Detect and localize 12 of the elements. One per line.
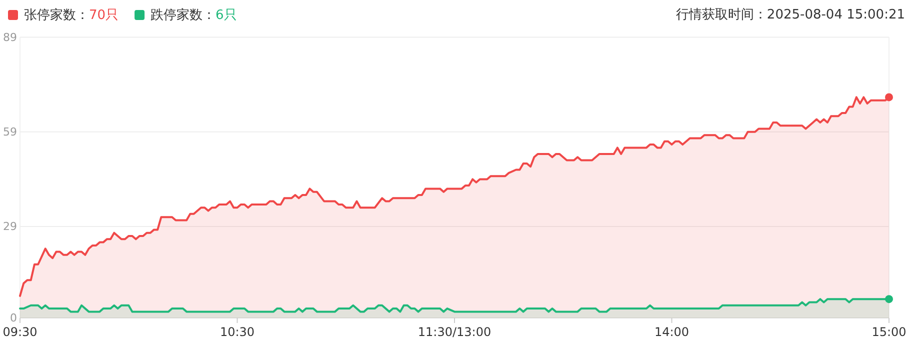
x-tick-label: 11:30/13:00	[418, 325, 492, 339]
x-tick-label: 10:30	[220, 325, 255, 339]
x-tick-label: 14:00	[654, 325, 690, 339]
y-tick-label: 59	[3, 125, 17, 138]
legend-label: 跌停家数：6只	[150, 6, 237, 22]
x-tick-label: 15:00	[872, 325, 906, 339]
y-tick-label: 89	[3, 30, 17, 44]
x-tick-label: 09:30	[2, 325, 38, 339]
chart-subtitle: 行情获取时间：2025-08-04 15:00:21	[676, 8, 905, 22]
legend-label: 张停家数：70只	[24, 6, 119, 22]
y-tick-label: 0	[10, 312, 17, 324]
y-tick-label: 29	[3, 220, 17, 234]
